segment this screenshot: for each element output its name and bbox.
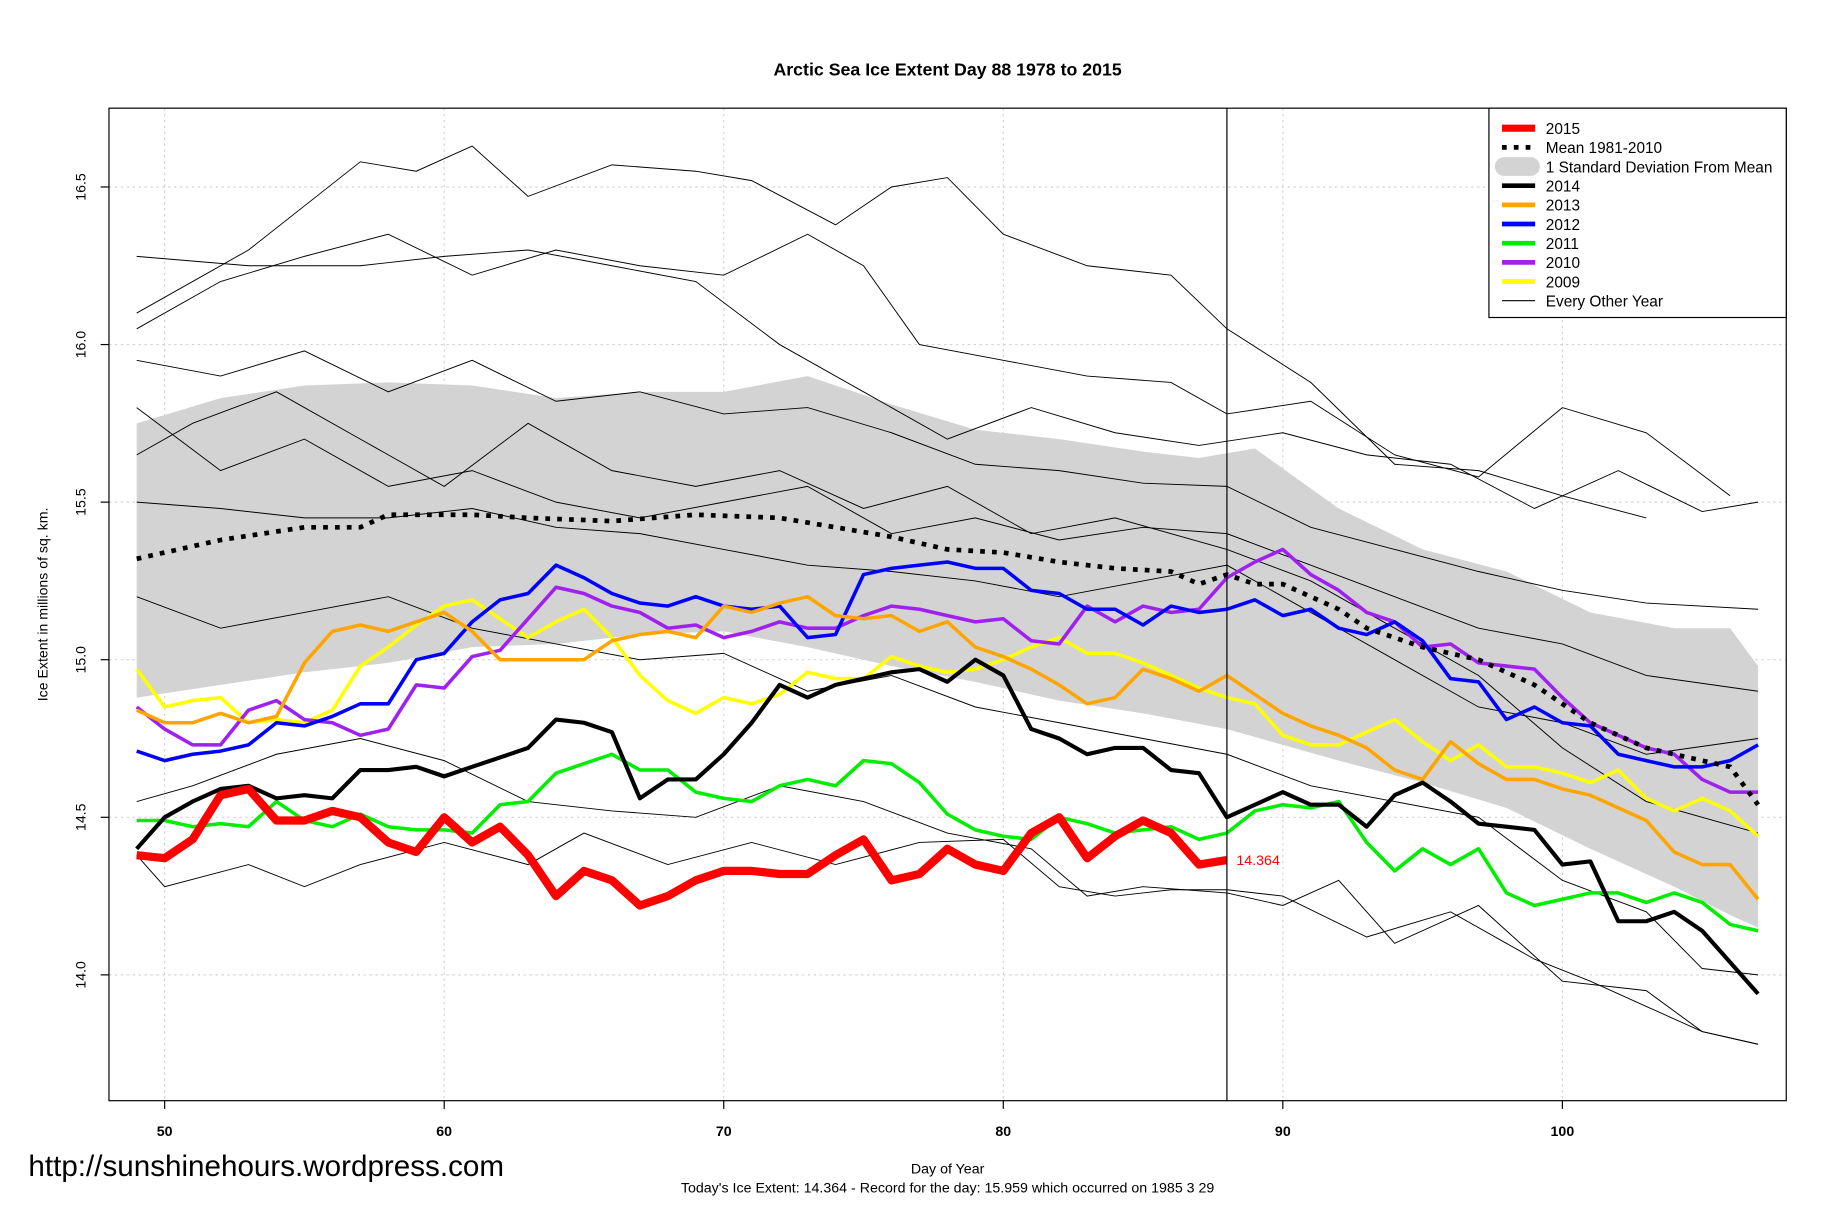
other-year-line <box>136 249 1759 513</box>
series-line-2010 <box>135 547 1759 794</box>
x-tick-label: 50 <box>157 1124 173 1140</box>
x-axis: 50 60 70 80 90 100 <box>157 1100 1575 1140</box>
mean-line-path <box>136 512 1760 807</box>
y-tick-label: 15.5 <box>73 488 89 516</box>
other-year-line <box>136 832 1759 1045</box>
sd-band <box>136 376 1759 928</box>
other-years <box>136 145 1759 1045</box>
legend-label: 2014 <box>1546 179 1581 196</box>
legend-label: 2012 <box>1546 217 1580 234</box>
other-year-line <box>136 738 1759 1045</box>
other-year-line <box>136 233 1731 497</box>
series-line-2014 <box>135 657 1760 996</box>
footer-text: Today's Ice Extent: 14.364 - Record for … <box>681 1180 1215 1196</box>
legend-label: 1 Standard Deviation From Mean <box>1546 159 1773 176</box>
legend-box <box>1488 107 1787 319</box>
y-tick-label: 15.0 <box>73 646 89 674</box>
x-tick-label: 60 <box>436 1124 452 1140</box>
series-line-2011 <box>136 752 1759 933</box>
legend-label: 2010 <box>1546 255 1580 272</box>
other-year-line <box>136 501 1759 755</box>
y-tick-label: 14.0 <box>73 961 89 989</box>
other-year-line <box>136 350 1759 610</box>
x-axis-label: Day of Year <box>911 1162 985 1178</box>
legend-label: Every Other Year <box>1546 294 1663 311</box>
series-line-2012 <box>136 560 1759 769</box>
series-lines <box>135 547 1760 996</box>
x-tick-label: 80 <box>995 1124 1011 1140</box>
mean-line <box>136 512 1760 807</box>
x-tick-label: 90 <box>1275 1124 1291 1140</box>
x-tick-label: 70 <box>716 1124 732 1140</box>
legend-label: 2011 <box>1546 236 1579 253</box>
legend-label: 2009 <box>1546 274 1580 291</box>
chart-title: Arctic Sea Ice Extent Day 88 1978 to 201… <box>773 59 1121 79</box>
current-value-label: 14.364 <box>1236 853 1280 869</box>
y-tick-label: 16.0 <box>73 331 89 359</box>
other-year-line <box>136 407 1759 692</box>
y-axis-label: Ice Extent in millions of sq. km. <box>35 508 51 702</box>
x-tick-label: 100 <box>1551 1124 1575 1140</box>
plot-frame <box>108 107 1787 1102</box>
legend-label: 2015 <box>1546 121 1580 138</box>
sd-band-area <box>136 376 1759 928</box>
y-axis: 14.0 14.5 15.0 15.5 16.0 16.5 <box>73 173 109 989</box>
legend: 2015 Mean 1981-2010 1 Standard Deviation F… <box>1488 107 1787 319</box>
y-tick-label: 16.5 <box>73 173 89 201</box>
other-year-line <box>136 391 1759 834</box>
y-tick-label: 14.5 <box>73 803 89 831</box>
watermark-url: http://sunshinehours.wordpress.com <box>28 1150 504 1183</box>
other-year-line <box>136 596 1759 976</box>
series-line-2015 <box>136 784 1228 910</box>
series-line-2009 <box>135 598 1760 838</box>
legend-symbol-2 <box>1494 157 1540 176</box>
legend-label: 2013 <box>1546 198 1580 215</box>
series-line-2013 <box>135 594 1760 901</box>
legend-label: Mean 1981-2010 <box>1546 140 1662 157</box>
